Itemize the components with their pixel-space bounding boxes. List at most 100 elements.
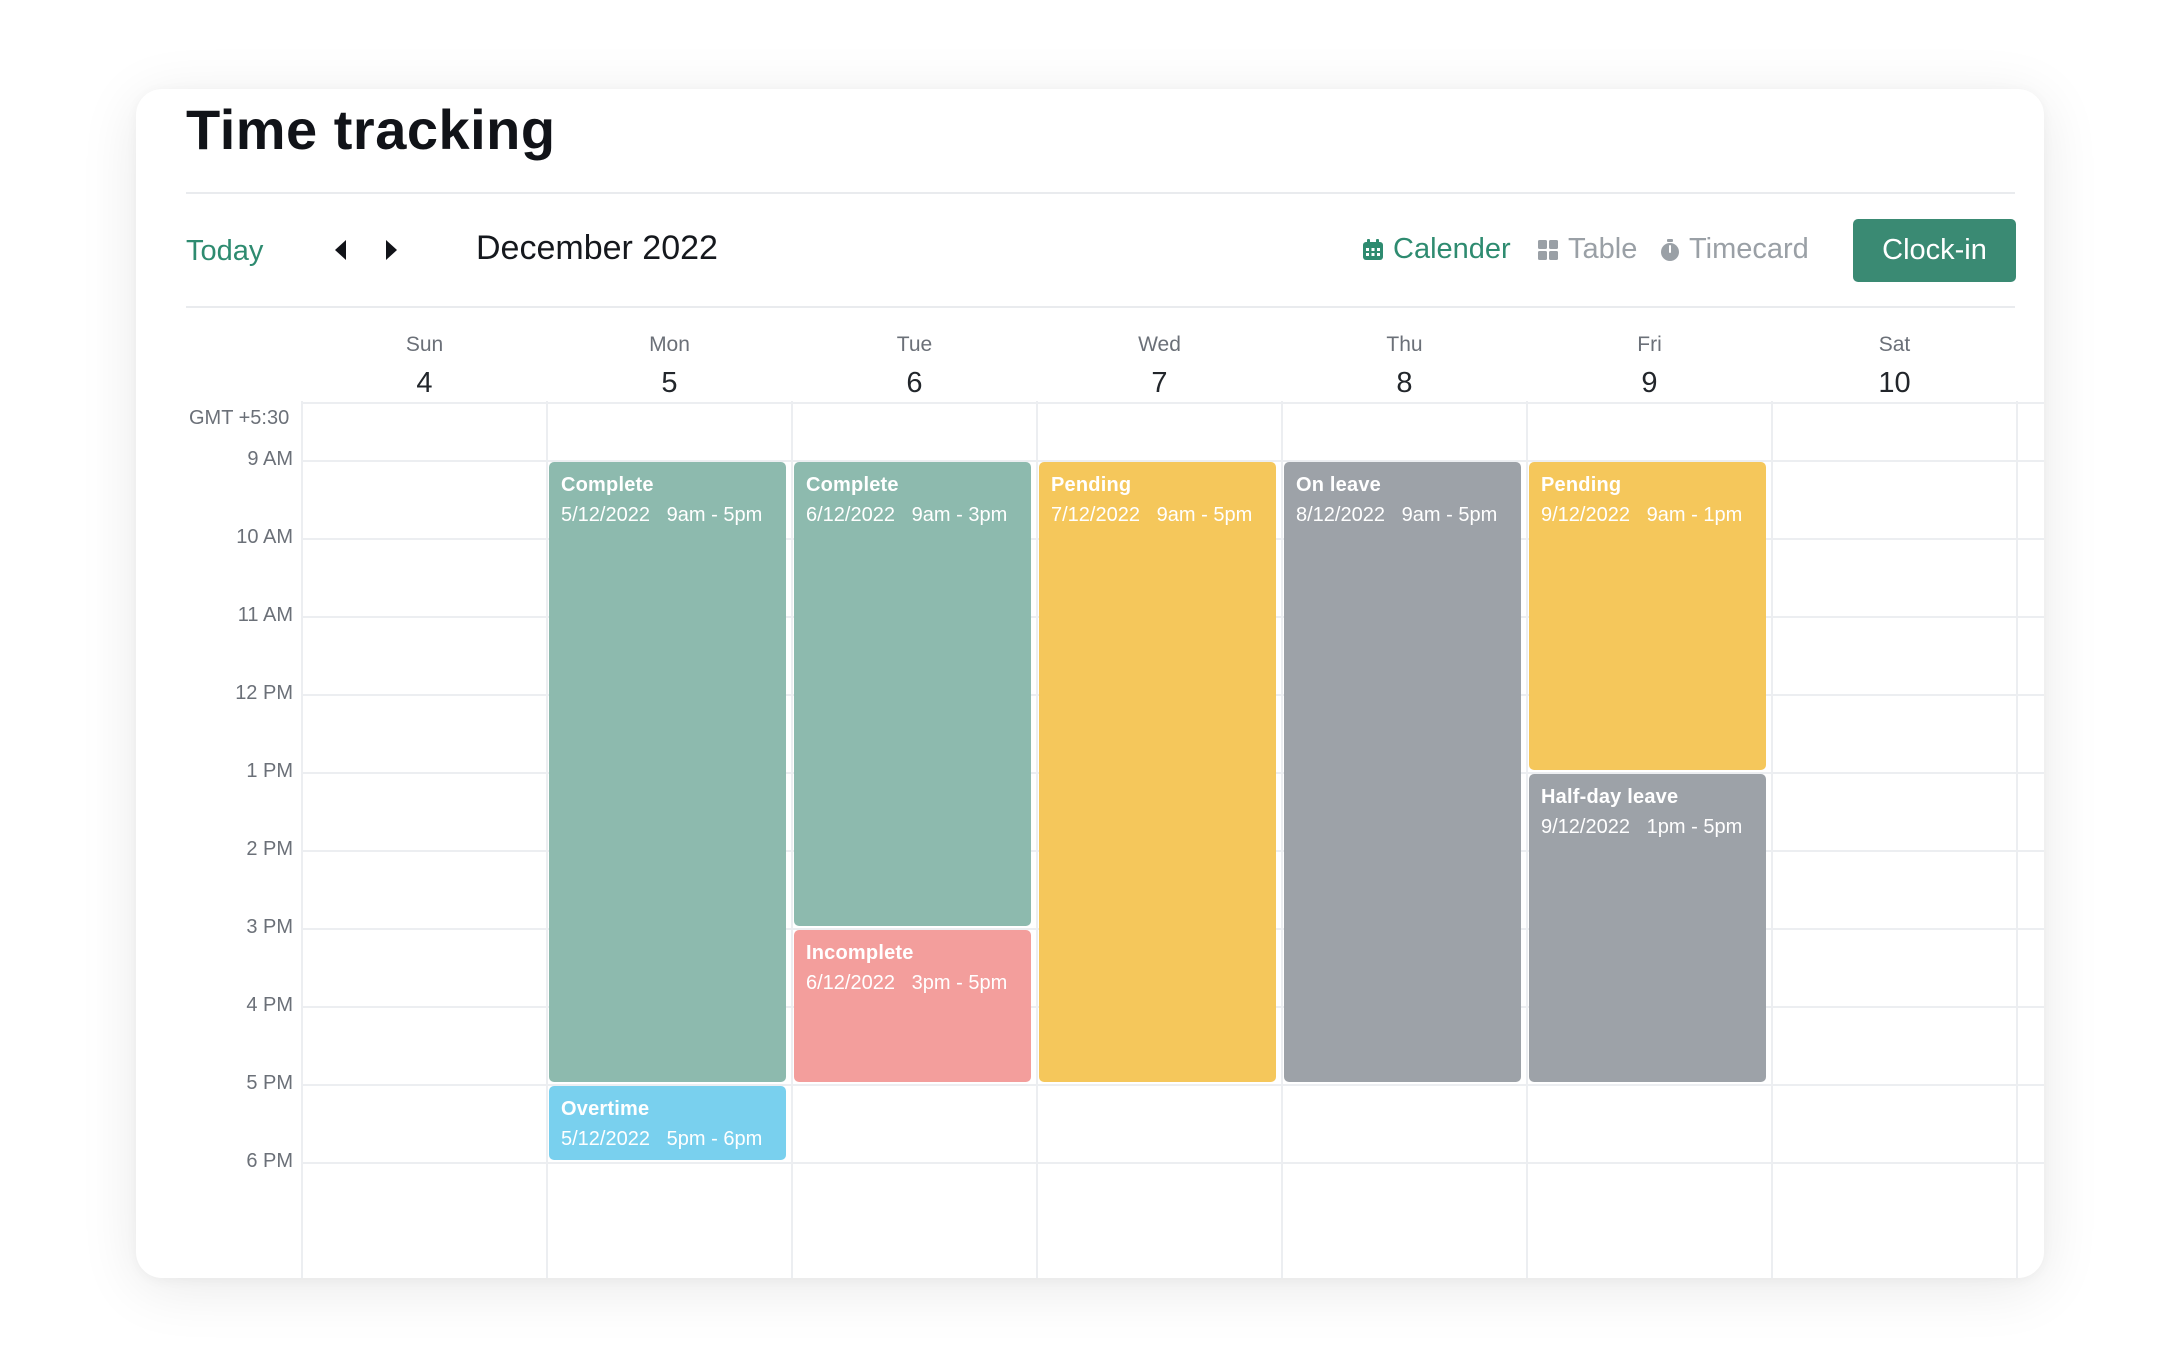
entry-date: 7/12/2022 (1051, 504, 1140, 526)
entry-time-range: 3pm - 5pm (911, 972, 1008, 994)
entry-time-range: 9am - 1pm (1646, 504, 1743, 526)
time-entry-incomplete[interactable]: Incomplete 6/12/2022 3pm - 5pm (794, 930, 1031, 1082)
timezone-label: GMT +5:30 (189, 407, 290, 429)
day-header-mon: Mon 5 (547, 333, 792, 400)
today-button[interactable]: Today (186, 235, 264, 267)
hour-gridline (302, 1162, 2044, 1164)
calendar-toolbar: Today December 2022 (136, 193, 2044, 305)
next-week-button[interactable] (372, 230, 412, 270)
day-name: Sun (405, 333, 444, 356)
entry-details: 6/12/2022 3pm - 5pm (806, 972, 1019, 995)
hour-label: 2 PM (246, 838, 293, 860)
day-name: Sat (1878, 333, 1911, 356)
hour-label: 5 PM (246, 1072, 293, 1094)
entry-status: Incomplete (806, 942, 914, 964)
day-number: 8 (1396, 367, 1413, 399)
day-name: Wed (1138, 333, 1181, 356)
view-timecard-tab[interactable]: Timecard (1660, 233, 1809, 266)
day-header-tue: Tue 6 (792, 333, 1037, 400)
entry-time-range: 9am - 5pm (666, 504, 763, 526)
entry-details: 5/12/2022 9am - 5pm (561, 504, 774, 527)
entry-status: Complete (561, 474, 654, 496)
day-number: 9 (1641, 367, 1658, 399)
previous-week-button[interactable] (320, 230, 360, 270)
clock-in-button[interactable]: Clock-in (1853, 219, 2016, 282)
time-entry-overtime[interactable]: Overtime 5/12/2022 5pm - 6pm (549, 1086, 786, 1160)
day-column-divider (546, 401, 548, 1278)
hour-label: 12 PM (235, 682, 293, 704)
view-calendar-tab[interactable]: Calender (1362, 233, 1511, 266)
time-entry-complete[interactable]: Complete 5/12/2022 9am - 5pm (549, 462, 786, 1082)
entry-date: 9/12/2022 (1541, 504, 1630, 526)
entry-date: 5/12/2022 (561, 504, 650, 526)
day-number: 5 (661, 367, 678, 399)
day-header-fri: Fri 9 (1527, 333, 1772, 400)
day-number: 7 (1151, 367, 1168, 399)
view-calendar-label: Calender (1393, 233, 1511, 265)
calendar-icon (1362, 238, 1384, 261)
day-column-divider (1771, 401, 1773, 1278)
entry-details: 9/12/2022 1pm - 5pm (1541, 816, 1754, 839)
time-entry-complete[interactable]: Complete 6/12/2022 9am - 3pm (794, 462, 1031, 926)
entry-status: Overtime (561, 1098, 650, 1120)
hour-label: 3 PM (246, 916, 293, 938)
entry-date: 6/12/2022 (806, 504, 895, 526)
day-name: Tue (896, 333, 933, 356)
entry-time-range: 9am - 5pm (1156, 504, 1253, 526)
day-column-divider (791, 401, 793, 1278)
day-number: 4 (416, 367, 433, 399)
stopwatch-icon (1660, 238, 1680, 261)
entry-details: 7/12/2022 9am - 5pm (1051, 504, 1264, 527)
entry-date: 5/12/2022 (561, 1128, 650, 1150)
entry-date: 8/12/2022 (1296, 504, 1385, 526)
time-entry-pending[interactable]: Pending 9/12/2022 9am - 1pm (1529, 462, 1766, 770)
day-name: Thu (1386, 333, 1423, 356)
time-entry-on-leave[interactable]: On leave 8/12/2022 9am - 5pm (1284, 462, 1521, 1082)
grid-top-line (302, 402, 2044, 404)
caret-right-icon (384, 238, 400, 262)
header-divider (186, 192, 2015, 194)
hour-label: 9 AM (247, 448, 293, 470)
day-header-wed: Wed 7 (1037, 333, 1282, 400)
day-column-divider (1281, 401, 1283, 1278)
current-month-label: December 2022 (476, 229, 718, 267)
view-timecard-label: Timecard (1689, 233, 1809, 265)
entry-status: Half-day leave (1541, 786, 1679, 808)
day-number: 6 (906, 367, 923, 399)
entry-status: Pending (1541, 474, 1622, 496)
page-title: Time tracking (186, 98, 556, 161)
entry-date: 6/12/2022 (806, 972, 895, 994)
entry-details: 8/12/2022 9am - 5pm (1296, 504, 1509, 527)
hour-label: 4 PM (246, 994, 293, 1016)
entry-time-range: 5pm - 6pm (666, 1128, 763, 1150)
week-calendar-grid: GMT +5:30 Sun 4 Mon 5 Tue 6 Wed 7 Thu 8 Fri 9 Sat 10 9… (136, 307, 2044, 1278)
day-column-divider (1036, 401, 1038, 1278)
time-tracking-card: Time tracking Today December 2022 (136, 89, 2044, 1278)
day-number: 10 (1878, 367, 1911, 399)
hour-label: 11 AM (237, 604, 293, 626)
day-header-sat: Sat 10 (1772, 333, 2017, 400)
day-column-divider (2016, 401, 2018, 1278)
entry-details: 5/12/2022 5pm - 6pm (561, 1128, 774, 1151)
time-entry-pending[interactable]: Pending 7/12/2022 9am - 5pm (1039, 462, 1276, 1082)
entry-time-range: 1pm - 5pm (1646, 816, 1743, 838)
day-column-divider (301, 401, 303, 1278)
hour-label: 1 PM (246, 760, 293, 782)
entry-status: Pending (1051, 474, 1132, 496)
hour-gridline (302, 460, 2044, 462)
entry-details: 9/12/2022 9am - 1pm (1541, 504, 1754, 527)
grid-icon (1537, 239, 1559, 261)
caret-left-icon (332, 238, 348, 262)
hour-label: 6 PM (246, 1150, 293, 1172)
entry-time-range: 9am - 5pm (1401, 504, 1498, 526)
entry-status: On leave (1296, 474, 1381, 496)
day-name: Fri (1637, 333, 1662, 356)
day-header-thu: Thu 8 (1282, 333, 1527, 400)
hour-gridline (302, 1084, 2044, 1086)
view-table-label: Table (1568, 233, 1638, 265)
day-column-divider (1526, 401, 1528, 1278)
hour-label: 10 AM (236, 526, 293, 548)
entry-date: 9/12/2022 (1541, 816, 1630, 838)
view-table-tab[interactable]: Table (1537, 233, 1637, 266)
time-entry-half-day-leave[interactable]: Half-day leave 9/12/2022 1pm - 5pm (1529, 774, 1766, 1082)
